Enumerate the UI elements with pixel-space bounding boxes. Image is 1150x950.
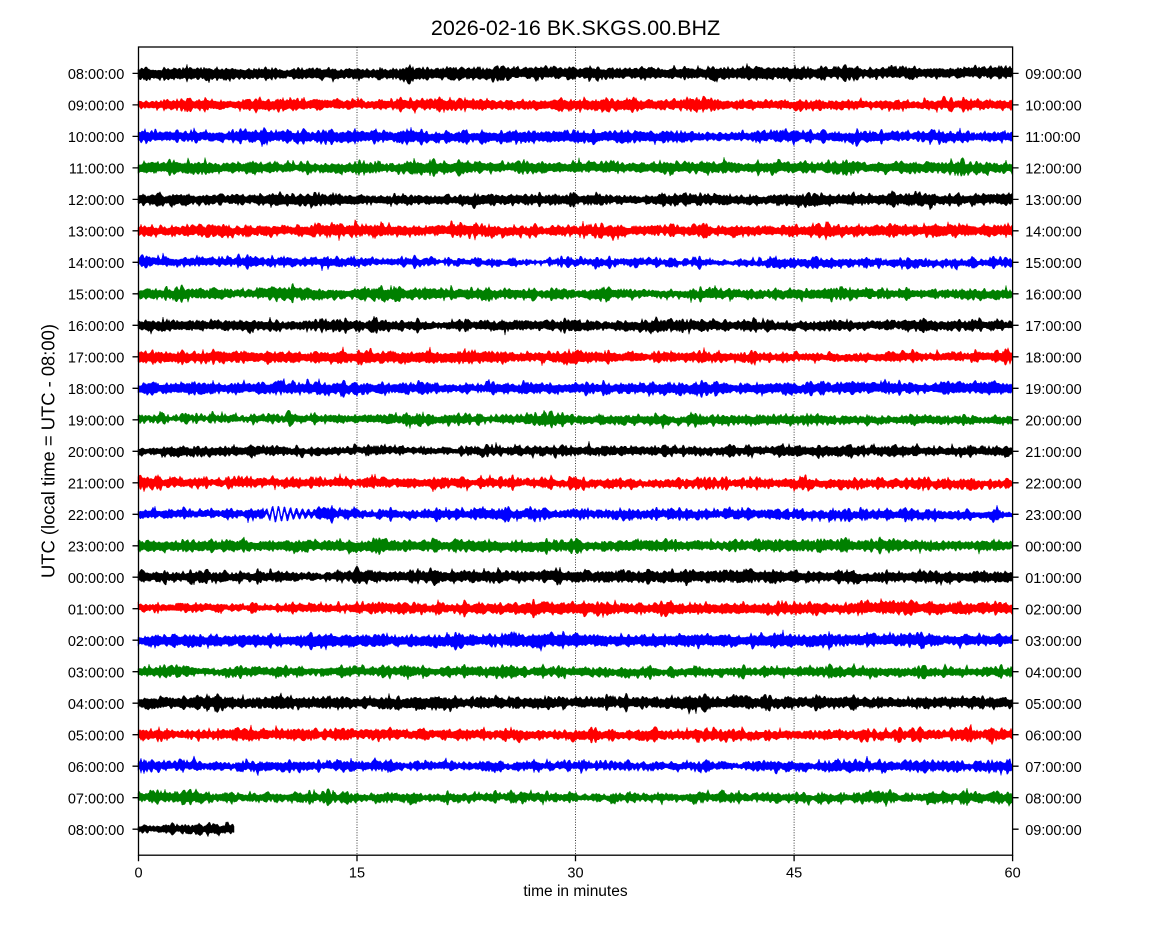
svg-text:16:00:00: 16:00:00 [68, 319, 124, 335]
svg-text:09:00:00: 09:00:00 [1025, 823, 1081, 839]
svg-text:13:00:00: 13:00:00 [1025, 193, 1081, 209]
svg-text:06:00:00: 06:00:00 [68, 760, 124, 776]
svg-text:03:00:00: 03:00:00 [68, 665, 124, 681]
svg-text:13:00:00: 13:00:00 [68, 224, 124, 240]
svg-text:03:00:00: 03:00:00 [1025, 634, 1081, 650]
svg-text:09:00:00: 09:00:00 [68, 99, 124, 115]
svg-text:21:00:00: 21:00:00 [1025, 445, 1081, 461]
svg-text:11:00:00: 11:00:00 [69, 162, 124, 178]
svg-text:60: 60 [1005, 865, 1021, 881]
svg-text:23:00:00: 23:00:00 [68, 539, 124, 555]
svg-text:12:00:00: 12:00:00 [1025, 162, 1081, 178]
svg-text:18:00:00: 18:00:00 [68, 382, 124, 398]
svg-text:19:00:00: 19:00:00 [68, 413, 124, 429]
svg-text:12:00:00: 12:00:00 [68, 193, 124, 209]
svg-text:20:00:00: 20:00:00 [68, 445, 124, 461]
svg-text:08:00:00: 08:00:00 [68, 823, 124, 839]
svg-text:14:00:00: 14:00:00 [1025, 224, 1081, 240]
svg-text:45: 45 [786, 865, 802, 881]
svg-text:time in minutes: time in minutes [523, 883, 627, 900]
svg-text:20:00:00: 20:00:00 [1025, 413, 1081, 429]
svg-text:01:00:00: 01:00:00 [68, 602, 124, 618]
svg-text:06:00:00: 06:00:00 [1025, 728, 1081, 744]
svg-text:30: 30 [567, 865, 583, 881]
svg-text:02:00:00: 02:00:00 [68, 634, 124, 650]
svg-text:16:00:00: 16:00:00 [1025, 287, 1081, 303]
svg-text:18:00:00: 18:00:00 [1025, 350, 1081, 366]
svg-text:07:00:00: 07:00:00 [1025, 760, 1081, 776]
svg-text:0: 0 [134, 865, 142, 881]
svg-text:19:00:00: 19:00:00 [1025, 382, 1081, 398]
svg-text:10:00:00: 10:00:00 [1025, 99, 1081, 115]
svg-text:UTC (local time = UTC - 08:00): UTC (local time = UTC - 08:00) [37, 324, 58, 578]
svg-text:21:00:00: 21:00:00 [68, 476, 124, 492]
svg-text:17:00:00: 17:00:00 [1025, 319, 1081, 335]
svg-text:14:00:00: 14:00:00 [68, 256, 124, 272]
svg-text:09:00:00: 09:00:00 [1025, 67, 1081, 83]
svg-text:07:00:00: 07:00:00 [68, 791, 124, 807]
svg-text:15:00:00: 15:00:00 [68, 287, 124, 303]
svg-text:23:00:00: 23:00:00 [1025, 508, 1081, 524]
svg-text:01:00:00: 01:00:00 [1025, 571, 1081, 587]
svg-text:05:00:00: 05:00:00 [1025, 697, 1081, 713]
svg-text:08:00:00: 08:00:00 [1025, 791, 1081, 807]
svg-text:05:00:00: 05:00:00 [68, 728, 124, 744]
svg-text:15:00:00: 15:00:00 [1025, 256, 1081, 272]
svg-text:00:00:00: 00:00:00 [68, 571, 124, 587]
svg-text:10:00:00: 10:00:00 [68, 130, 124, 146]
svg-text:02:00:00: 02:00:00 [1025, 602, 1081, 618]
svg-text:04:00:00: 04:00:00 [1025, 665, 1081, 681]
svg-text:04:00:00: 04:00:00 [68, 697, 124, 713]
svg-text:11:00:00: 11:00:00 [1025, 130, 1080, 146]
svg-text:00:00:00: 00:00:00 [1025, 539, 1081, 555]
svg-text:22:00:00: 22:00:00 [1025, 476, 1081, 492]
svg-text:15: 15 [349, 865, 365, 881]
svg-text:08:00:00: 08:00:00 [68, 67, 124, 83]
svg-text:22:00:00: 22:00:00 [68, 508, 124, 524]
svg-text:17:00:00: 17:00:00 [68, 350, 124, 366]
svg-text:2026-02-16 BK.SKGS.00.BHZ: 2026-02-16 BK.SKGS.00.BHZ [431, 16, 720, 40]
